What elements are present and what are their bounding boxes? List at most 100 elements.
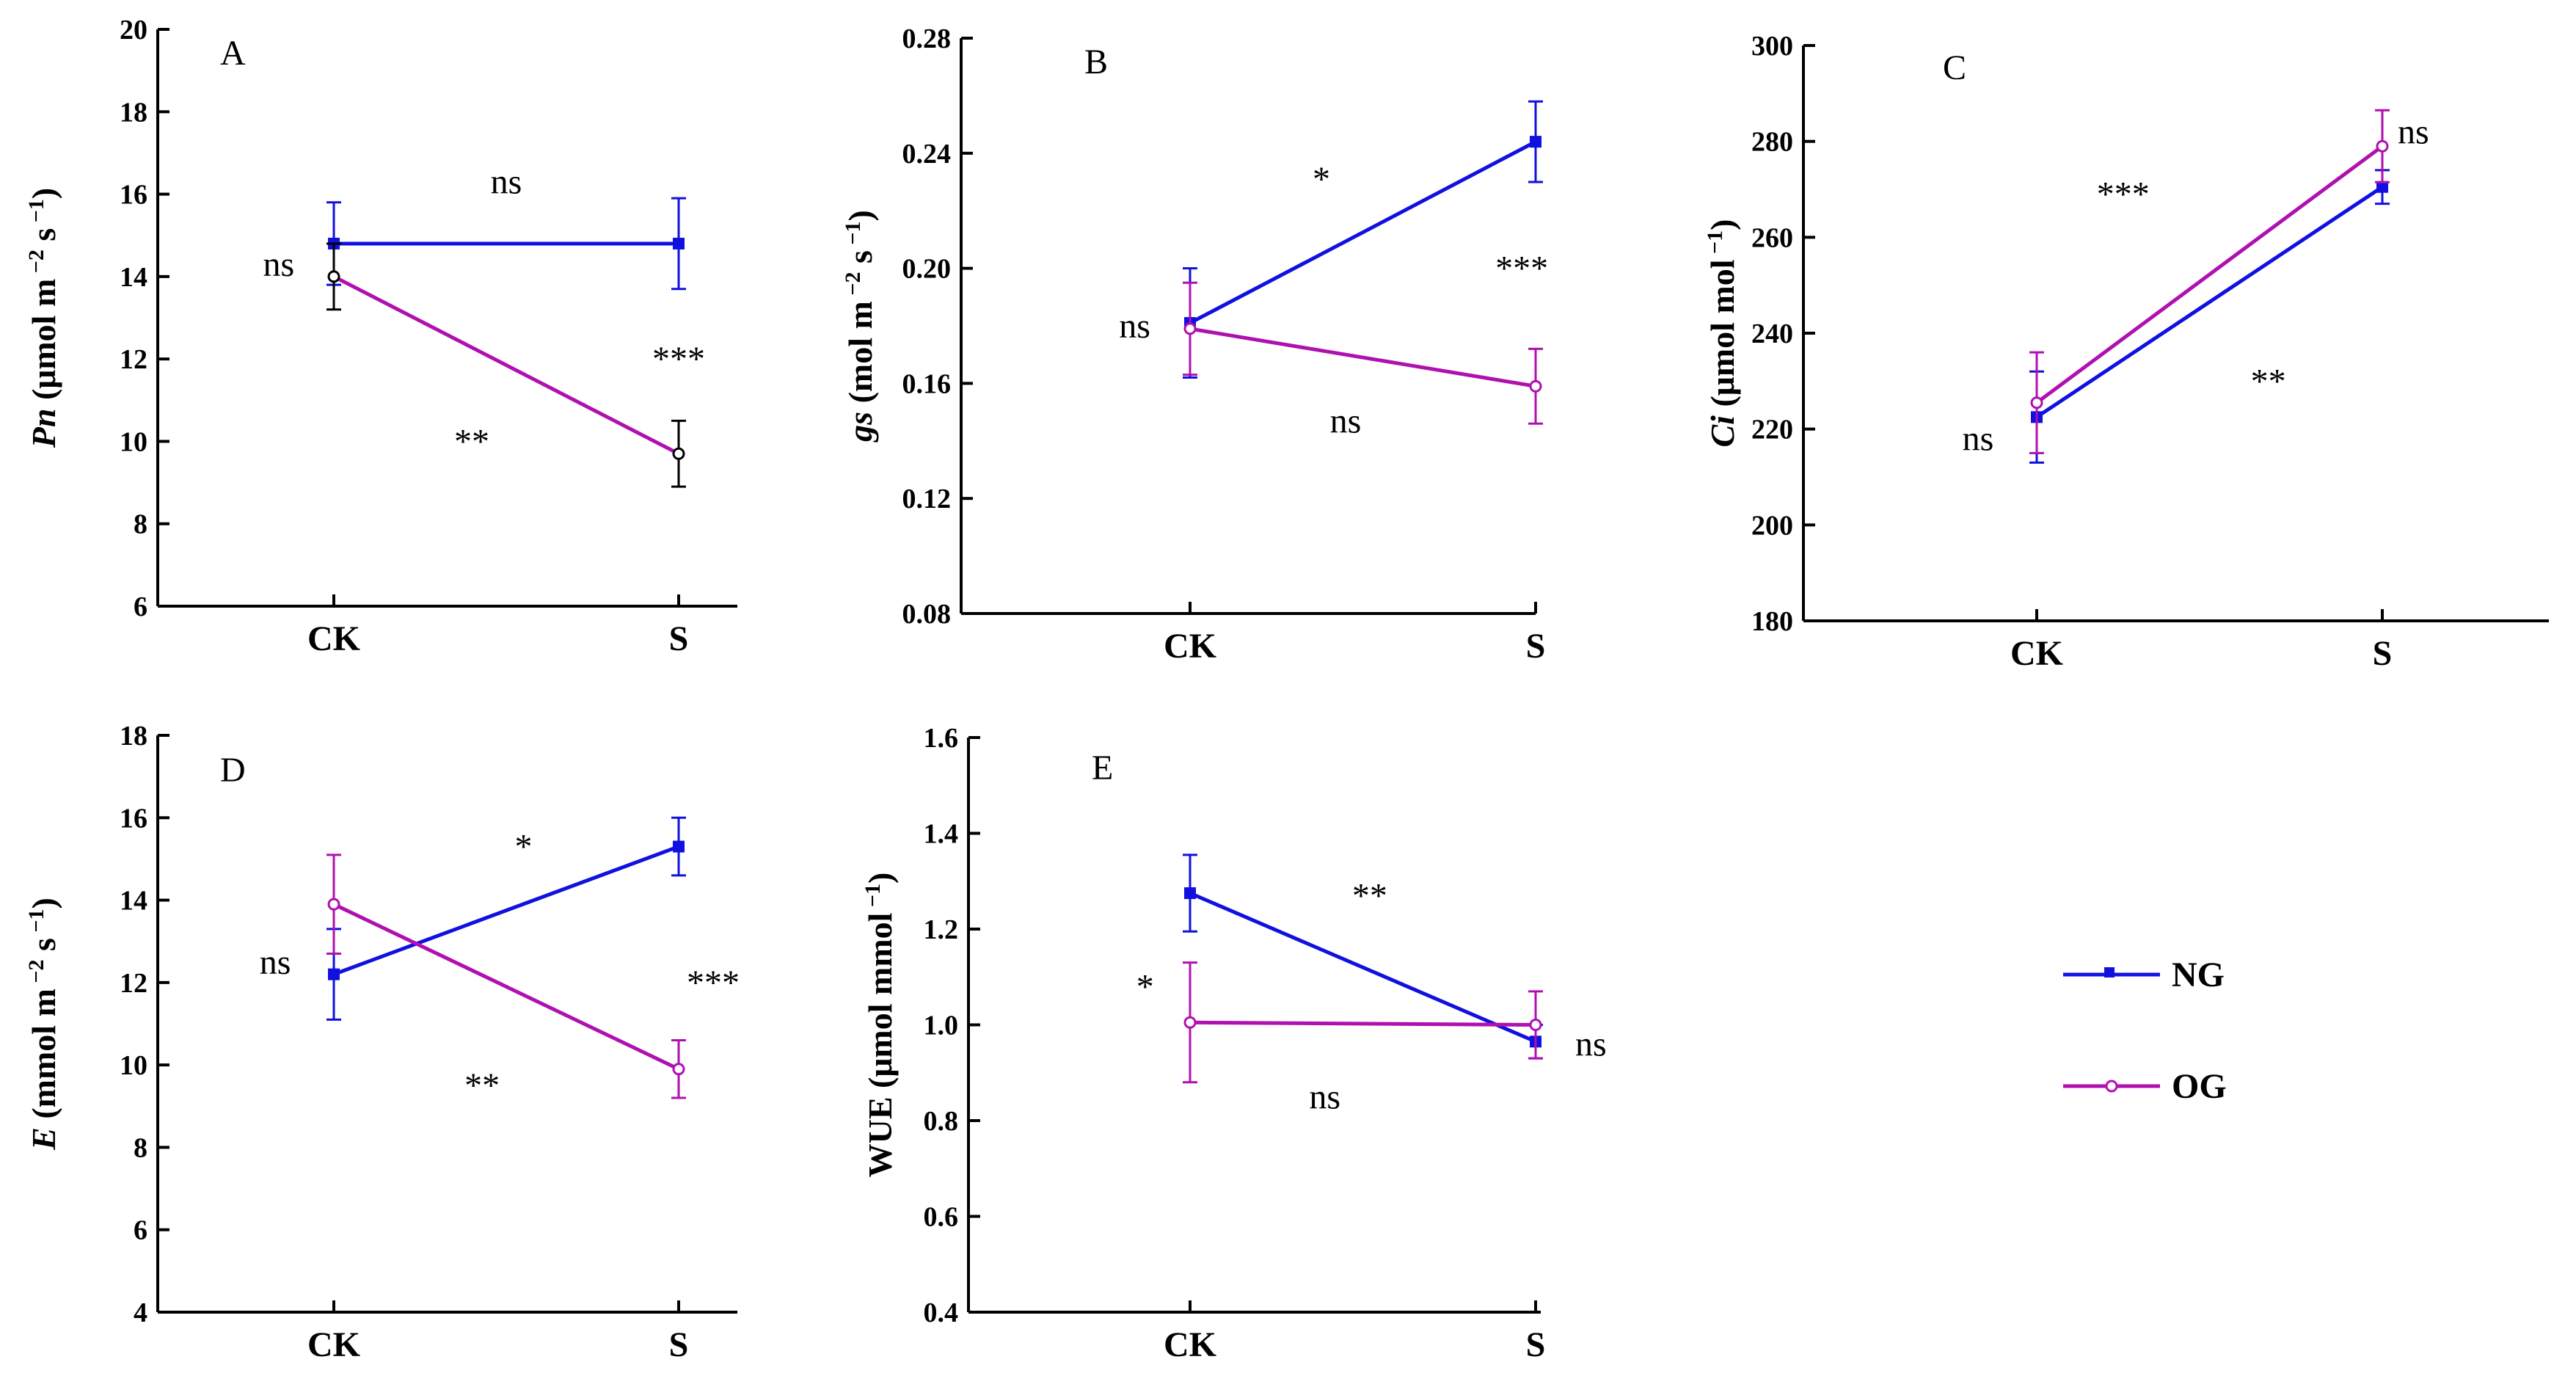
significance-label-d-0: * [515, 828, 533, 867]
marker-ng-a-s [673, 237, 685, 250]
y-tick-label-c-1: 200 [1751, 510, 1793, 541]
y-tick-label-b-1: 0.12 [902, 484, 952, 514]
significance-label-d-2: *** [687, 964, 740, 1002]
y-tick-label-e-4: 1.2 [924, 914, 959, 945]
y-axis-label-part-a-2: −2 [24, 250, 48, 279]
significance-label-e-0: ** [1352, 876, 1387, 915]
x-tick-label-c-ck: CK [2010, 634, 2063, 673]
legend-label-ng: NG [2172, 955, 2225, 994]
significance-label-c-3: ns [2398, 113, 2429, 152]
y-tick-label-a-2: 10 [120, 426, 147, 457]
marker-og-d-ck [327, 898, 340, 911]
line-og-c [2035, 145, 2384, 404]
panel-letter-d: D [220, 751, 246, 790]
y-tick-label-d-5: 14 [120, 886, 147, 917]
y-axis-label-b: gs (mol m −2 s −1) [841, 210, 880, 443]
y-tick-label-a-0: 6 [134, 591, 147, 622]
series-ng-c [2029, 169, 2390, 464]
y-tick-label-a-3: 12 [120, 344, 147, 375]
panel-letter-e: E [1092, 749, 1113, 787]
panel-letter-c: C [1943, 48, 1966, 87]
marker-og-b-ck [1183, 322, 1197, 335]
y-tick-label-b-4: 0.24 [902, 139, 952, 170]
y-axis-label-part-b-5: ) [842, 210, 879, 221]
panel-e: 0.4 0.6 0.8 1.0 1.2 1.4 1.6 CK S E WUE (μmol mmol … [861, 723, 1607, 1364]
y-axis-label-d: E (mmol m −2 s −1) [24, 898, 63, 1151]
marker-og-c-s [2376, 139, 2389, 153]
y-axis-label-part-b-1: (mol m [842, 301, 879, 412]
y-tick-label-d-4: 12 [120, 968, 147, 999]
panel-c: 180 200 220 240 260 280 300 CK S C Ci (μmol mol −1… [1703, 31, 2549, 673]
legend-marker-og [2105, 1080, 2118, 1093]
x-tick-label-d-s: S [669, 1325, 689, 1364]
line-ng-b [1189, 139, 1537, 325]
marker-og-e-ck [1183, 1016, 1197, 1029]
y-axis-label-part-d-4: −1 [24, 909, 48, 938]
x-tick-label-e-s: S [1526, 1325, 1546, 1364]
y-tick-label-e-0: 0.4 [924, 1297, 959, 1328]
marker-ng-d-ck [328, 968, 340, 980]
y-axis-label-e: WUE (μmol mmol −1) [861, 873, 900, 1178]
y-tick-label-b-5: 0.28 [902, 23, 952, 54]
marker-og-c-ck [2030, 396, 2043, 409]
y-tick-label-c-6: 300 [1751, 31, 1793, 62]
series-og-c [2029, 109, 2390, 454]
y-axis-label-part-c-2: −1 [1703, 230, 1727, 260]
significance-label-e-1: * [1136, 967, 1154, 1006]
legend-item-og: OG [2063, 1067, 2227, 1106]
y-tick-label-e-1: 0.6 [924, 1202, 959, 1233]
significance-label-e-3: ns [1575, 1025, 1607, 1064]
y-tick-label-c-5: 280 [1751, 127, 1793, 158]
series-og-b [1183, 281, 1543, 425]
y-axis-label-part-a-1: (μmol m [25, 279, 62, 409]
y-axis-label-part-e-3: ) [861, 873, 899, 884]
series-og-a [326, 242, 686, 488]
y-tick-label-b-3: 0.20 [902, 254, 952, 285]
y-tick-label-a-6: 18 [120, 97, 147, 128]
y-tick-label-b-0: 0.08 [902, 599, 952, 630]
significance-label-b-0: * [1313, 160, 1330, 199]
legend: NG OG [2063, 955, 2227, 1106]
y-axis-label-part-b-2: −2 [841, 272, 865, 302]
marker-og-d-s [672, 1063, 685, 1076]
line-ng-d [333, 845, 679, 976]
y-axis-label-part-e-2: −1 [861, 884, 885, 913]
y-axis-label-part-a-5: ) [25, 188, 62, 199]
y-tick-label-c-2: 220 [1751, 415, 1793, 445]
marker-og-a-ck [327, 270, 340, 283]
significance-label-b-1: *** [1495, 250, 1548, 288]
y-tick-label-e-3: 1.0 [924, 1011, 959, 1041]
y-axis-label-part-b-3: s [842, 250, 879, 272]
x-tick-label-c-s: S [2373, 634, 2393, 673]
y-tick-label-a-5: 16 [120, 180, 147, 211]
y-tick-label-d-2: 8 [134, 1132, 147, 1163]
marker-og-b-s [1529, 379, 1542, 393]
significance-label-a-0: ns [491, 163, 522, 202]
panel-letter-b: B [1084, 43, 1108, 81]
y-axis-label-part-d-1: (mmol m [25, 989, 62, 1127]
y-axis-label-part-d-2: −2 [24, 959, 48, 989]
y-tick-label-d-3: 10 [120, 1050, 147, 1081]
x-tick-label-b-ck: CK [1164, 627, 1216, 666]
y-tick-label-a-4: 14 [120, 262, 147, 293]
marker-ng-b-s [1530, 136, 1541, 148]
panel-d: 4 6 8 10 12 14 16 18 CK S D E (mmol m −2 s −1) * ns **… [24, 721, 740, 1364]
marker-og-e-s [1529, 1019, 1542, 1031]
significance-label-c-1: ** [2251, 362, 2286, 401]
y-axis-label-part-c-1: (μmol mol [1704, 259, 1741, 415]
y-tick-label-d-6: 16 [120, 803, 147, 834]
x-tick-label-b-s: S [1526, 627, 1546, 666]
y-tick-label-e-2: 0.8 [924, 1106, 959, 1137]
y-tick-label-d-1: 6 [134, 1215, 147, 1246]
x-tick-label-a-s: S [669, 619, 689, 658]
marker-ng-c-s [2376, 181, 2388, 193]
y-axis-label-part-a-3: s [25, 228, 62, 250]
marker-og-a-s [672, 447, 685, 460]
y-tick-label-a-7: 20 [120, 15, 147, 45]
marker-ng-d-s [673, 840, 685, 853]
line-ng-c [2035, 185, 2384, 419]
significance-label-a-2: *** [652, 340, 705, 379]
y-tick-label-d-7: 18 [120, 721, 147, 751]
y-axis-label-part-a-0: Pn [25, 409, 62, 449]
y-tick-label-c-4: 260 [1751, 222, 1793, 253]
